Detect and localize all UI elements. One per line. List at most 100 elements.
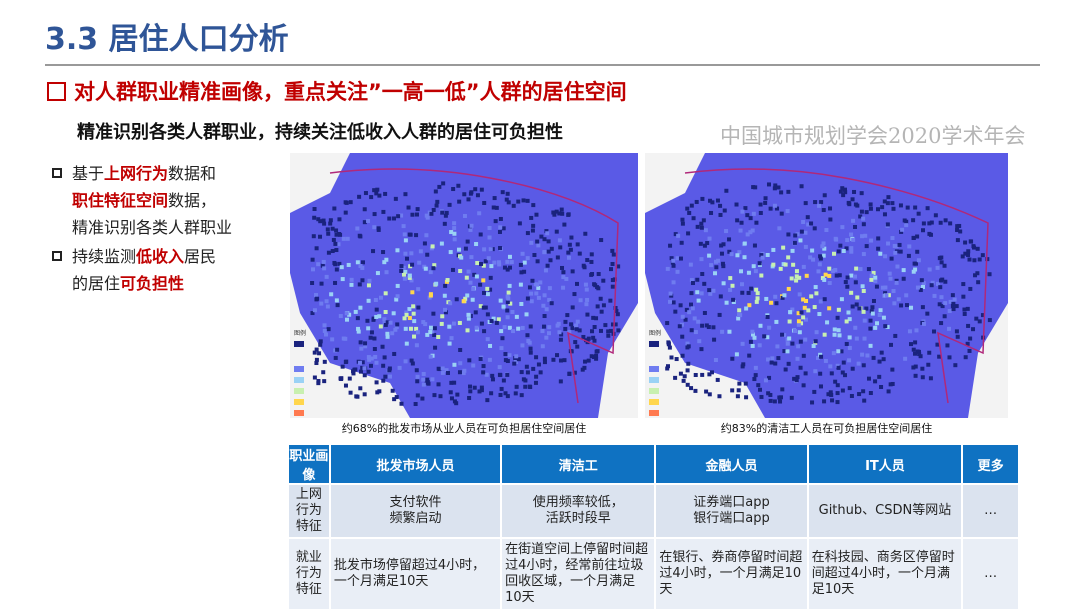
heat-cell — [461, 299, 466, 304]
heat-cell — [811, 343, 816, 348]
heat-cell — [387, 366, 392, 371]
heat-cell — [540, 329, 545, 334]
heat-cell — [877, 359, 882, 364]
heat-cell — [915, 249, 920, 254]
heat-cell — [883, 291, 888, 296]
heat-cell — [312, 350, 317, 355]
heat-cell — [572, 370, 577, 375]
heat-cell — [462, 192, 467, 197]
heat-cell — [482, 290, 487, 295]
heat-cell — [878, 308, 883, 313]
heat-cell — [687, 310, 692, 315]
heat-cell — [330, 249, 335, 254]
heat-cell — [813, 285, 818, 290]
heat-cell — [841, 248, 846, 253]
heat-cell — [558, 379, 563, 384]
watermark: 中国城市规划学会2020学术年会 — [720, 124, 1026, 148]
heat-cell — [747, 303, 752, 308]
heat-cell — [905, 205, 910, 210]
heat-cell — [469, 190, 474, 195]
heat-cell — [348, 390, 353, 395]
heat-cell — [778, 399, 783, 404]
heat-cell — [833, 267, 838, 272]
heat-cell — [415, 207, 420, 212]
heat-cell — [689, 291, 694, 296]
heat-cell — [525, 370, 530, 375]
heat-cell — [937, 302, 942, 307]
heat-cell — [567, 329, 572, 334]
heat-cell — [542, 293, 547, 298]
heat-cell — [830, 398, 835, 403]
heat-cell — [892, 301, 897, 306]
heat-cell — [407, 307, 412, 312]
heat-cell — [921, 281, 926, 286]
heat-cell — [401, 265, 406, 270]
table-cell: 使用频率较低， 活跃时段早 — [502, 485, 655, 537]
heat-cell — [835, 315, 840, 320]
heat-cell — [423, 322, 428, 327]
heat-cell — [818, 371, 823, 376]
heat-cell — [337, 217, 342, 222]
heat-cell — [481, 278, 486, 283]
heat-cell — [492, 196, 497, 201]
heat-cell — [321, 370, 326, 375]
heat-cell — [750, 343, 755, 348]
legend-swatch — [649, 410, 659, 416]
heat-cell — [682, 374, 687, 379]
heat-cell — [797, 292, 802, 297]
heat-cell — [524, 312, 529, 317]
heat-cell — [463, 246, 468, 251]
heat-cell — [567, 371, 572, 376]
heat-cell — [851, 218, 856, 223]
heat-cell — [555, 255, 560, 260]
heat-cell — [423, 266, 428, 271]
heat-cell — [465, 239, 470, 244]
heat-cell — [594, 356, 599, 361]
heat-cell — [829, 392, 834, 397]
heat-cell — [821, 253, 826, 258]
heat-cell — [696, 298, 701, 303]
heat-cell — [466, 312, 471, 317]
heat-cell — [402, 276, 407, 281]
heat-cell — [507, 353, 512, 358]
heat-cell — [938, 278, 943, 283]
heat-cell — [898, 249, 903, 254]
heat-cell — [790, 248, 795, 253]
heat-cell — [325, 304, 330, 309]
heat-cell — [549, 301, 554, 306]
heat-cell — [750, 329, 755, 334]
heat-cell — [502, 265, 507, 270]
heat-cell — [713, 259, 718, 264]
heat-cell — [859, 191, 864, 196]
heat-cell — [777, 226, 782, 231]
heat-cell — [334, 228, 339, 233]
heatmap-cleaners: 图例 — [645, 153, 1008, 418]
heat-cell — [967, 348, 972, 353]
heat-cell — [374, 360, 379, 365]
heat-cell — [963, 240, 968, 245]
heat-cell — [334, 298, 339, 303]
heat-cell — [913, 364, 918, 369]
heat-cell — [711, 288, 716, 293]
heat-cell — [965, 306, 970, 311]
heat-cell — [394, 395, 399, 400]
table-cell: 证券端口app 银行端口app — [656, 485, 807, 537]
heat-cell — [961, 282, 966, 287]
heat-cell — [360, 365, 365, 370]
heat-cell — [801, 297, 806, 302]
heat-cell — [498, 246, 503, 251]
heat-cell — [977, 319, 982, 324]
heat-cell — [711, 325, 716, 330]
heat-cell — [840, 186, 845, 191]
heat-cell — [376, 227, 381, 232]
table-cell: 在科技园、商务区停留时间超过4小时，一个月满足10天 — [808, 539, 962, 609]
heat-cell — [554, 209, 559, 214]
heat-cell — [861, 216, 866, 221]
heat-cell — [393, 196, 398, 201]
heat-cell — [457, 320, 462, 325]
heat-cell — [963, 355, 968, 360]
heat-cell — [467, 395, 472, 400]
heat-cell — [728, 276, 733, 281]
heat-cell — [843, 190, 848, 195]
heat-cell — [429, 325, 434, 330]
